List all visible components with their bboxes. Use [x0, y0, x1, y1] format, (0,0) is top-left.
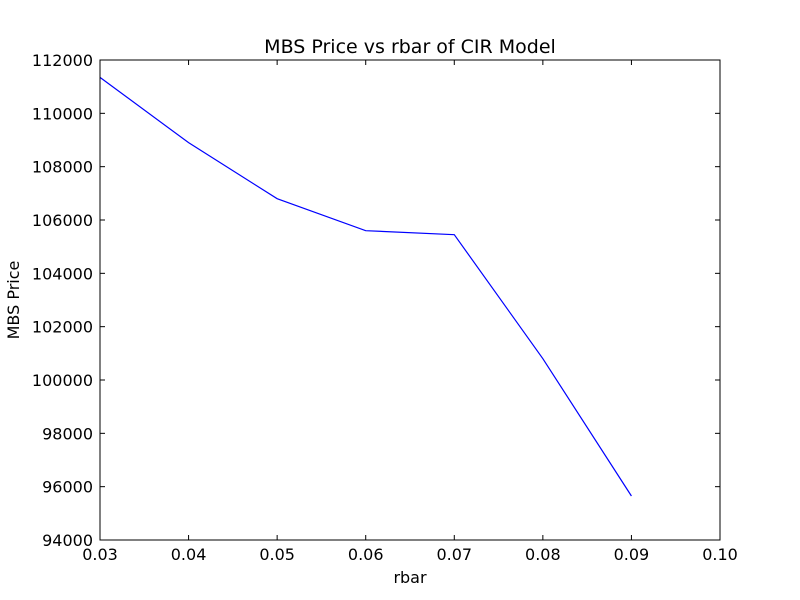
y-tick-label: 104000 — [32, 264, 93, 283]
x-tick-label: 0.10 — [702, 545, 738, 564]
x-axis-ticks: 0.03 0.04 0.05 0.06 0.07 0.08 0.09 0.10 — [82, 60, 738, 564]
plot-area — [99, 76, 632, 497]
y-tick-label: 100000 — [32, 371, 93, 390]
plot-frame — [99, 59, 721, 541]
y-axis-label: MBS Price — [4, 261, 23, 340]
series-line-0 — [99, 76, 632, 497]
y-tick-label: 106000 — [32, 211, 93, 230]
x-axis-label: rbar — [393, 568, 427, 587]
x-tick-label: 0.04 — [171, 545, 207, 564]
chart-title: MBS Price vs rbar of CIR Model — [264, 36, 556, 58]
x-tick-label: 0.08 — [525, 545, 561, 564]
x-tick-label: 0.09 — [614, 545, 650, 564]
y-axis-ticks: 94000 96000 98000 100000 102000 104000 106000 1… — [32, 51, 720, 550]
y-tick-label: 108000 — [32, 158, 93, 177]
y-tick-label: 94000 — [42, 531, 93, 550]
y-tick-label: 96000 — [42, 478, 93, 497]
x-tick-label: 0.07 — [436, 545, 472, 564]
x-tick-label: 0.06 — [348, 545, 384, 564]
y-tick-label: 98000 — [42, 424, 93, 443]
y-tick-label: 102000 — [32, 318, 93, 337]
y-tick-label: 110000 — [32, 104, 93, 123]
x-tick-label: 0.05 — [259, 545, 295, 564]
y-tick-label: 112000 — [32, 51, 93, 70]
x-tick-label: 0.03 — [82, 545, 118, 564]
